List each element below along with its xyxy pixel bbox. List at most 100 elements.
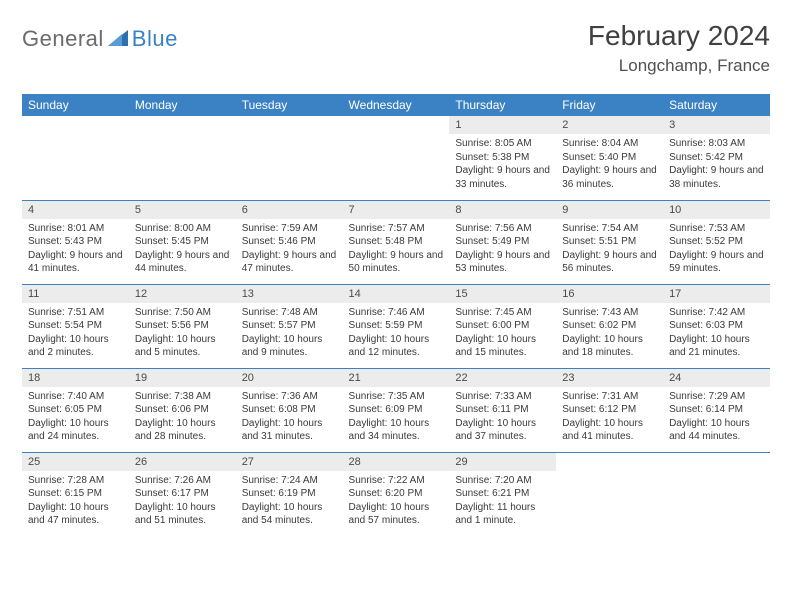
- day-details: Sunrise: 8:01 AMSunset: 5:43 PMDaylight:…: [22, 219, 129, 282]
- calendar-day-cell: 5Sunrise: 8:00 AMSunset: 5:45 PMDaylight…: [129, 200, 236, 284]
- calendar-day-cell: 10Sunrise: 7:53 AMSunset: 5:52 PMDayligh…: [663, 200, 770, 284]
- day-details: Sunrise: 7:42 AMSunset: 6:03 PMDaylight:…: [663, 303, 770, 366]
- day-number: 6: [236, 201, 343, 219]
- day-number: 13: [236, 285, 343, 303]
- day-number: 10: [663, 201, 770, 219]
- day-details: Sunrise: 7:28 AMSunset: 6:15 PMDaylight:…: [22, 471, 129, 534]
- calendar-empty-cell: [663, 452, 770, 536]
- day-details: Sunrise: 7:40 AMSunset: 6:05 PMDaylight:…: [22, 387, 129, 450]
- day-number: 26: [129, 453, 236, 471]
- calendar-day-cell: 17Sunrise: 7:42 AMSunset: 6:03 PMDayligh…: [663, 284, 770, 368]
- day-details: Sunrise: 7:33 AMSunset: 6:11 PMDaylight:…: [449, 387, 556, 450]
- day-number: 7: [343, 201, 450, 219]
- brand-logo: General Blue: [22, 26, 178, 52]
- day-details: Sunrise: 8:03 AMSunset: 5:42 PMDaylight:…: [663, 134, 770, 197]
- day-number: 18: [22, 369, 129, 387]
- calendar-week-row: 11Sunrise: 7:51 AMSunset: 5:54 PMDayligh…: [22, 284, 770, 368]
- day-number: 12: [129, 285, 236, 303]
- title-block: February 2024 Longchamp, France: [588, 20, 770, 76]
- calendar-day-cell: 24Sunrise: 7:29 AMSunset: 6:14 PMDayligh…: [663, 368, 770, 452]
- calendar-empty-cell: [556, 452, 663, 536]
- calendar-week-row: 18Sunrise: 7:40 AMSunset: 6:05 PMDayligh…: [22, 368, 770, 452]
- day-details: Sunrise: 7:31 AMSunset: 6:12 PMDaylight:…: [556, 387, 663, 450]
- day-details: Sunrise: 7:38 AMSunset: 6:06 PMDaylight:…: [129, 387, 236, 450]
- calendar-day-cell: 25Sunrise: 7:28 AMSunset: 6:15 PMDayligh…: [22, 452, 129, 536]
- calendar-day-cell: 6Sunrise: 7:59 AMSunset: 5:46 PMDaylight…: [236, 200, 343, 284]
- day-number: 24: [663, 369, 770, 387]
- calendar-day-cell: 11Sunrise: 7:51 AMSunset: 5:54 PMDayligh…: [22, 284, 129, 368]
- calendar-empty-cell: [129, 116, 236, 200]
- day-number: 22: [449, 369, 556, 387]
- day-number: 11: [22, 285, 129, 303]
- day-details: Sunrise: 7:51 AMSunset: 5:54 PMDaylight:…: [22, 303, 129, 366]
- day-number: 3: [663, 116, 770, 134]
- day-details: Sunrise: 7:20 AMSunset: 6:21 PMDaylight:…: [449, 471, 556, 534]
- day-number: 4: [22, 201, 129, 219]
- month-title: February 2024: [588, 20, 770, 52]
- day-details: Sunrise: 7:50 AMSunset: 5:56 PMDaylight:…: [129, 303, 236, 366]
- calendar-day-cell: 22Sunrise: 7:33 AMSunset: 6:11 PMDayligh…: [449, 368, 556, 452]
- day-details: Sunrise: 7:24 AMSunset: 6:19 PMDaylight:…: [236, 471, 343, 534]
- calendar-day-cell: 16Sunrise: 7:43 AMSunset: 6:02 PMDayligh…: [556, 284, 663, 368]
- day-details: Sunrise: 7:59 AMSunset: 5:46 PMDaylight:…: [236, 219, 343, 282]
- day-number: 1: [449, 116, 556, 134]
- weekday-header: Tuesday: [236, 94, 343, 116]
- day-details: Sunrise: 8:00 AMSunset: 5:45 PMDaylight:…: [129, 219, 236, 282]
- weekday-header: Monday: [129, 94, 236, 116]
- calendar-day-cell: 18Sunrise: 7:40 AMSunset: 6:05 PMDayligh…: [22, 368, 129, 452]
- logo-text-part1: General: [22, 26, 104, 52]
- day-number: 9: [556, 201, 663, 219]
- weekday-header: Saturday: [663, 94, 770, 116]
- day-details: Sunrise: 7:48 AMSunset: 5:57 PMDaylight:…: [236, 303, 343, 366]
- weekday-header: Thursday: [449, 94, 556, 116]
- day-details: Sunrise: 7:46 AMSunset: 5:59 PMDaylight:…: [343, 303, 450, 366]
- calendar-day-cell: 14Sunrise: 7:46 AMSunset: 5:59 PMDayligh…: [343, 284, 450, 368]
- calendar-empty-cell: [22, 116, 129, 200]
- calendar-day-cell: 23Sunrise: 7:31 AMSunset: 6:12 PMDayligh…: [556, 368, 663, 452]
- calendar-day-cell: 28Sunrise: 7:22 AMSunset: 6:20 PMDayligh…: [343, 452, 450, 536]
- day-number: 23: [556, 369, 663, 387]
- day-details: Sunrise: 8:05 AMSunset: 5:38 PMDaylight:…: [449, 134, 556, 197]
- day-details: Sunrise: 7:29 AMSunset: 6:14 PMDaylight:…: [663, 387, 770, 450]
- day-details: Sunrise: 7:43 AMSunset: 6:02 PMDaylight:…: [556, 303, 663, 366]
- day-number: 28: [343, 453, 450, 471]
- logo-triangle-icon: [108, 28, 128, 51]
- day-details: Sunrise: 7:56 AMSunset: 5:49 PMDaylight:…: [449, 219, 556, 282]
- day-number: 19: [129, 369, 236, 387]
- calendar-table: SundayMondayTuesdayWednesdayThursdayFrid…: [22, 94, 770, 536]
- day-number: 16: [556, 285, 663, 303]
- day-details: Sunrise: 7:57 AMSunset: 5:48 PMDaylight:…: [343, 219, 450, 282]
- calendar-day-cell: 12Sunrise: 7:50 AMSunset: 5:56 PMDayligh…: [129, 284, 236, 368]
- day-details: Sunrise: 7:22 AMSunset: 6:20 PMDaylight:…: [343, 471, 450, 534]
- day-number: 17: [663, 285, 770, 303]
- calendar-day-cell: 26Sunrise: 7:26 AMSunset: 6:17 PMDayligh…: [129, 452, 236, 536]
- day-details: Sunrise: 7:53 AMSunset: 5:52 PMDaylight:…: [663, 219, 770, 282]
- calendar-header-row: SundayMondayTuesdayWednesdayThursdayFrid…: [22, 94, 770, 116]
- calendar-empty-cell: [343, 116, 450, 200]
- day-details: Sunrise: 7:54 AMSunset: 5:51 PMDaylight:…: [556, 219, 663, 282]
- day-number: 5: [129, 201, 236, 219]
- calendar-day-cell: 21Sunrise: 7:35 AMSunset: 6:09 PMDayligh…: [343, 368, 450, 452]
- calendar-day-cell: 20Sunrise: 7:36 AMSunset: 6:08 PMDayligh…: [236, 368, 343, 452]
- logo-text-part2: Blue: [132, 26, 178, 52]
- calendar-day-cell: 1Sunrise: 8:05 AMSunset: 5:38 PMDaylight…: [449, 116, 556, 200]
- calendar-week-row: 4Sunrise: 8:01 AMSunset: 5:43 PMDaylight…: [22, 200, 770, 284]
- day-number: 15: [449, 285, 556, 303]
- calendar-week-row: 1Sunrise: 8:05 AMSunset: 5:38 PMDaylight…: [22, 116, 770, 200]
- day-number: 21: [343, 369, 450, 387]
- page-header: General Blue February 2024 Longchamp, Fr…: [22, 20, 770, 76]
- calendar-day-cell: 9Sunrise: 7:54 AMSunset: 5:51 PMDaylight…: [556, 200, 663, 284]
- day-number: 27: [236, 453, 343, 471]
- calendar-day-cell: 2Sunrise: 8:04 AMSunset: 5:40 PMDaylight…: [556, 116, 663, 200]
- day-number: 2: [556, 116, 663, 134]
- calendar-day-cell: 15Sunrise: 7:45 AMSunset: 6:00 PMDayligh…: [449, 284, 556, 368]
- calendar-body: 1Sunrise: 8:05 AMSunset: 5:38 PMDaylight…: [22, 116, 770, 536]
- day-number: 8: [449, 201, 556, 219]
- calendar-day-cell: 3Sunrise: 8:03 AMSunset: 5:42 PMDaylight…: [663, 116, 770, 200]
- day-details: Sunrise: 7:36 AMSunset: 6:08 PMDaylight:…: [236, 387, 343, 450]
- calendar-day-cell: 29Sunrise: 7:20 AMSunset: 6:21 PMDayligh…: [449, 452, 556, 536]
- day-number: 20: [236, 369, 343, 387]
- calendar-day-cell: 7Sunrise: 7:57 AMSunset: 5:48 PMDaylight…: [343, 200, 450, 284]
- calendar-empty-cell: [236, 116, 343, 200]
- day-details: Sunrise: 8:04 AMSunset: 5:40 PMDaylight:…: [556, 134, 663, 197]
